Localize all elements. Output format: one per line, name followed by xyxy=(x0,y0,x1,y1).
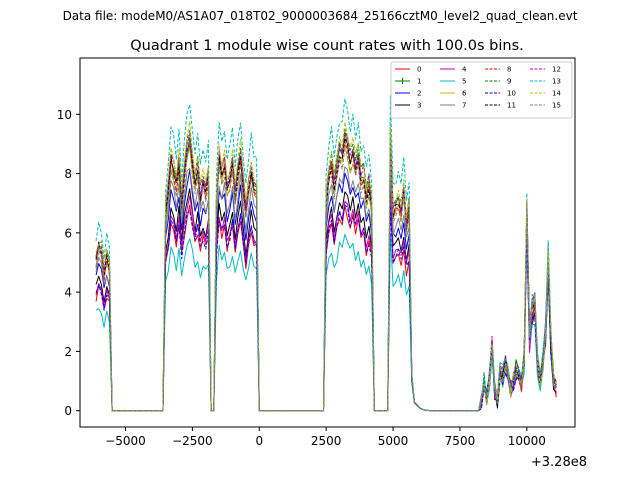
y-tick-label: 4 xyxy=(64,286,72,300)
data-lines xyxy=(95,94,557,412)
x-tick-label: −2500 xyxy=(172,434,213,448)
y-tick-label: 2 xyxy=(64,345,72,359)
legend-label-1: 1 xyxy=(417,78,421,86)
legend-label-4: 4 xyxy=(462,66,467,74)
x-tick-label: 0 xyxy=(255,434,263,448)
legend-box xyxy=(390,61,573,119)
legend-label-13: 13 xyxy=(552,78,561,86)
y-tick-label: 0 xyxy=(64,404,72,418)
y-tick-label: 6 xyxy=(64,226,72,240)
header-text: Data file: modeM0/AS1A07_018T02_90000036… xyxy=(63,9,578,23)
legend-label-6: 6 xyxy=(462,90,467,98)
legend-label-15: 15 xyxy=(552,102,561,110)
x-tick-label: 2500 xyxy=(311,434,342,448)
legend-label-2: 2 xyxy=(417,90,421,98)
x-tick-label: 10000 xyxy=(508,434,546,448)
chart-title: Quadrant 1 module wise count rates with … xyxy=(130,38,524,54)
legend-label-7: 7 xyxy=(462,102,466,110)
legend-label-5: 5 xyxy=(462,78,466,86)
series-line-15 xyxy=(95,144,557,412)
legend-label-14: 14 xyxy=(552,90,561,98)
x-offset-label: +3.28e8 xyxy=(531,455,587,470)
series-line-13 xyxy=(95,94,557,412)
legend-label-11: 11 xyxy=(507,102,516,110)
legend-label-0: 0 xyxy=(417,66,421,74)
y-tick-label: 8 xyxy=(64,167,72,181)
x-tick-label: −5000 xyxy=(105,434,146,448)
x-tick-label: 7500 xyxy=(445,434,476,448)
axis-ticks: −5000 −2500 0 2500 5000 7500 10000 0 2 4 6 8 10 xyxy=(57,108,546,448)
x-tick-label: 5000 xyxy=(378,434,409,448)
legend-label-9: 9 xyxy=(507,78,511,86)
y-tick-label: 10 xyxy=(57,108,72,122)
legend-label-8: 8 xyxy=(507,66,511,74)
legend-label-10: 10 xyxy=(507,90,516,98)
legend-label-12: 12 xyxy=(552,66,561,74)
legend-label-3: 3 xyxy=(417,102,421,110)
plot-frame xyxy=(79,57,576,428)
